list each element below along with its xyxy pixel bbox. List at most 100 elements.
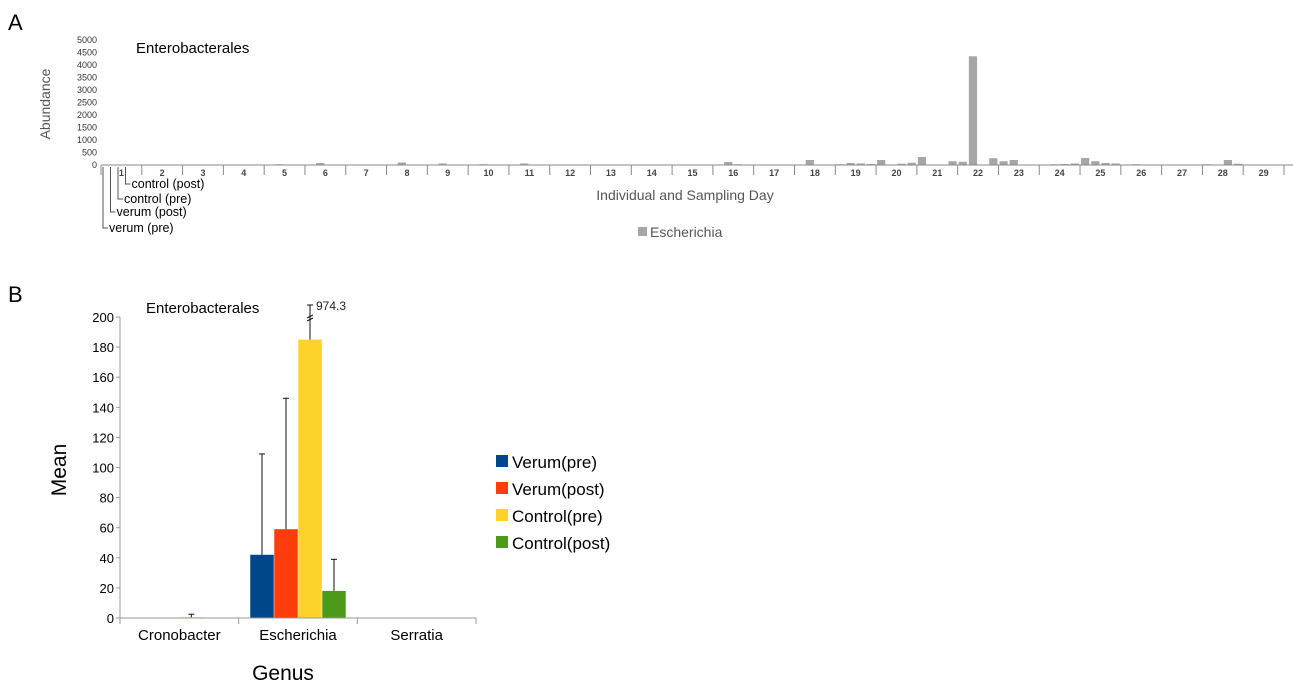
panel-a-x-tick-label: 15 xyxy=(687,168,697,178)
panel-a-y-tick-label: 1000 xyxy=(77,135,97,145)
panel-a-bar xyxy=(846,163,855,165)
panel-a-y-tick-label: 4000 xyxy=(77,60,97,70)
panel-a-bar xyxy=(948,161,957,165)
panel-b-bars: 974.3 xyxy=(140,299,456,619)
panel-b-y-tick-label: 0 xyxy=(107,611,114,626)
panel-b-y-ticks: 0 20 40 60 80 100 120 140 160 180 200 xyxy=(92,310,121,626)
panel-b-y-tick-label: 100 xyxy=(92,461,114,476)
panel-b-y-tick-label: 80 xyxy=(100,491,114,506)
panel-a-y-tick-label: 1500 xyxy=(77,123,97,133)
panel-b-y-tick-label: 180 xyxy=(92,340,114,355)
panel-a-x-tick-label: 24 xyxy=(1055,168,1065,178)
panel-a-x-tick-label: 6 xyxy=(323,168,328,178)
panel-a-x-tick-label: 7 xyxy=(364,168,369,178)
panel-a-bar xyxy=(1009,160,1018,165)
panel-a-bars xyxy=(244,56,1243,165)
panel-b-y-tick-label: 20 xyxy=(100,581,114,596)
panel-a-x-tick-label: 11 xyxy=(525,168,535,178)
panel-a-bar xyxy=(999,161,1008,165)
panel-b-y-axis-label: Mean xyxy=(48,444,71,497)
panel-b-y-tick-label: 120 xyxy=(92,430,114,445)
panel-a-x-tick-label: 20 xyxy=(891,168,901,178)
panel-a-bar xyxy=(1223,160,1233,165)
panel-a-x-tick-label: 16 xyxy=(728,168,738,178)
panel-a-x-tick-label: 1 xyxy=(119,168,124,178)
panel-b-y-tick-label: 200 xyxy=(92,310,114,325)
panel-a-x-tick-label: 23 xyxy=(1014,168,1024,178)
panel-a-legend-label: Escherichia xyxy=(650,224,723,240)
panel-a-x-tick-label: 19 xyxy=(851,168,861,178)
panel-a-annotation-label: control (pre) xyxy=(124,192,191,206)
panel-b-legend-swatch xyxy=(496,482,508,494)
panel-a-y-tick-label: 2000 xyxy=(77,110,97,120)
panel-a-annotation-bracket xyxy=(110,167,116,213)
panel-a-x-tick-label: 3 xyxy=(200,168,205,178)
panel-a-bar xyxy=(1111,163,1120,165)
panel-a-bar xyxy=(1070,163,1080,165)
panel-a-bar xyxy=(724,162,733,165)
panel-b-legend: Verum(pre) Verum(post) Control(pre) Control… xyxy=(496,453,610,553)
panel-a-x-tick-label: 8 xyxy=(404,168,409,178)
panel-b-legend-label: Control(pre) xyxy=(512,507,603,526)
panel-a-y-ticks: 0 500 1000 1500 2000 2500 3000 3500 4000 4500 5000 xyxy=(77,35,97,170)
panel-b-bar xyxy=(298,339,322,618)
panel-a-x-tick-label: 9 xyxy=(445,168,450,178)
panel-a-bar xyxy=(438,163,447,165)
panel-a-x-tick-label: 4 xyxy=(241,168,246,178)
panel-a-bar xyxy=(897,163,906,165)
panel-b-axis-break xyxy=(306,314,314,322)
panel-a-x-tick-label: 22 xyxy=(973,168,983,178)
panel-a-annotation-bracket xyxy=(125,167,131,185)
panel-a-x-tick-label: 28 xyxy=(1218,168,1228,178)
panel-a-bar xyxy=(1081,158,1090,165)
panel-a-x-tick-label: 14 xyxy=(647,168,657,178)
panel-a-bar xyxy=(397,162,406,165)
panel-a-bar xyxy=(520,163,529,165)
panel-a-legend-swatch xyxy=(638,227,647,236)
panel-a-y-axis-label: Abundance xyxy=(37,68,53,139)
panel-a-x-tick-label: 2 xyxy=(160,168,165,178)
panel-a-annotation-bracket xyxy=(102,167,108,229)
panel-a-bar xyxy=(989,158,998,165)
panel-a-y-tick-label: 3500 xyxy=(77,73,97,83)
panel-b-x-tick-label: Escherichia xyxy=(259,627,337,644)
panel-b-letter: B xyxy=(8,282,23,307)
panel-a-bar xyxy=(805,160,814,165)
panel-b-x-axis-label: Genus xyxy=(252,662,314,682)
panel-b-y-tick-label: 160 xyxy=(92,370,114,385)
panel-a-annotation-label: verum (pre) xyxy=(109,221,174,235)
panel-a-x-tick-label: 26 xyxy=(1136,168,1146,178)
panel-b-clipped-value-label: 974.3 xyxy=(316,299,346,313)
panel-a-bar xyxy=(877,160,886,165)
panel-b-bar xyxy=(274,529,298,618)
panel-b-y-tick-label: 140 xyxy=(92,400,114,415)
panel-a-y-tick-label: 0 xyxy=(92,160,97,170)
panel-b-y-tick-label: 40 xyxy=(100,551,114,566)
panel-a-x-axis: 1 2 3 4 5 6 7 8 9 10 11 12 13 14 15 16 17 18 19 20 21 22 23 24 2… xyxy=(100,164,1293,178)
panel-a-bar xyxy=(968,56,978,165)
panel-a-bar xyxy=(316,163,325,165)
panel-a-bar xyxy=(958,161,967,165)
panel-a-sample-annotations: verum (pre) verum (post)control (pre)cont… xyxy=(102,167,205,235)
panel-a-y-tick-label: 5000 xyxy=(77,35,97,45)
panel-a-y-tick-label: 3000 xyxy=(77,85,97,95)
panel-b-legend-swatch xyxy=(496,455,508,467)
panel-b-title: Enterobacterales xyxy=(146,300,259,317)
panel-a-x-tick-label: 13 xyxy=(606,168,616,178)
panel-a-y-tick-label: 4500 xyxy=(77,48,97,58)
panel-a-x-axis-label: Individual and Sampling Day xyxy=(596,187,773,203)
panel-b-x-tick-label: Serratia xyxy=(390,627,443,644)
panel-b-legend-label: Verum(post) xyxy=(512,480,605,499)
panel-a-bar xyxy=(1101,163,1110,165)
panel-a-bar xyxy=(856,163,865,165)
panel-a-bar xyxy=(1091,161,1100,165)
panel-a-x-tick-label: 5 xyxy=(282,168,287,178)
panel-a-bar xyxy=(917,157,927,165)
panel-b-legend-label: Control(post) xyxy=(512,534,610,553)
panel-b-legend-swatch xyxy=(496,536,508,548)
panel-a-annotation-label: control (post) xyxy=(132,177,205,191)
panel-a-annotation-bracket xyxy=(117,167,123,200)
panel-b-x-tick-label: Cronobacter xyxy=(138,627,221,644)
panel-a-annotation-label: verum (post) xyxy=(117,205,187,219)
